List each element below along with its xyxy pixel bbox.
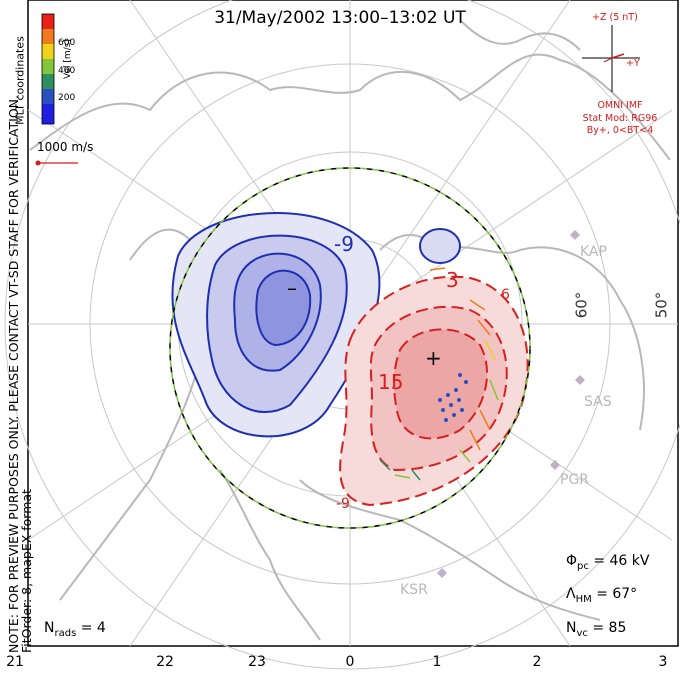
radar-label-pgr: PGR <box>560 472 590 488</box>
colorbar-label: Vel [m/s] <box>62 39 73 79</box>
radar-label-kap: KAP <box>580 244 607 260</box>
imf-y-label: +Y <box>626 58 640 69</box>
coordinate-label: MLT coordinates <box>13 36 27 125</box>
hm-latitude: ΛHM = 67° <box>566 586 638 605</box>
plot-frame <box>27 0 679 647</box>
radar-markers <box>437 230 585 578</box>
imf-source: OMNI IMF <box>597 100 643 111</box>
colorbar-tick-400: 400 <box>58 66 76 76</box>
imf-z-label: +Z (5 nT) <box>592 12 638 23</box>
contour-label-3: 3 <box>446 268 459 292</box>
contour-label-15: 15 <box>378 370 404 394</box>
contour-label-neg: -9 <box>334 232 354 256</box>
latitude-label-50: 50° <box>652 291 671 319</box>
mlt-tick-3: 3 <box>658 654 668 670</box>
mlt-tick-21: 21 <box>6 654 24 670</box>
colorbar-tick-600: 600 <box>58 38 76 48</box>
contour-label-bottom: -9 <box>336 496 350 512</box>
velocity-dots <box>438 373 468 422</box>
radar-label-sas: SAS <box>584 394 612 410</box>
mlt-tick-1: 1 <box>432 654 442 670</box>
hm-boundary-green <box>169 167 531 529</box>
potential-cells <box>171 212 529 507</box>
imf-dial <box>582 25 640 92</box>
mlt-tick-0: 0 <box>345 654 355 670</box>
imf-condition: By+, 0<BT<4 <box>586 125 654 136</box>
mlt-tick-2: 2 <box>532 654 542 670</box>
mlt-tick-22: 22 <box>156 654 174 670</box>
cross-polar-potential: Φpc = 46 kV <box>566 553 650 572</box>
velocity-colorbar <box>41 13 55 125</box>
potential-maximum-marker: + <box>425 346 442 370</box>
colorbar-tick-200: 200 <box>58 93 76 103</box>
reference-vector-label: 1000 m/s <box>37 140 94 154</box>
latitude-label-60: 60° <box>572 291 591 319</box>
reference-vector <box>35 160 78 166</box>
radar-count: Nrads = 4 <box>44 620 106 639</box>
imf-model: Stat Mod: RG96 <box>582 113 658 124</box>
vector-count: Nvc = 85 <box>566 620 627 639</box>
map-title: 31/May/2002 13:00–13:02 UT <box>214 8 466 28</box>
potential-minimum-marker: – <box>287 276 297 300</box>
velocity-vectors <box>379 267 499 481</box>
mlt-tick-23: 23 <box>248 654 266 670</box>
contour-label-6: 6 <box>501 287 510 303</box>
radar-label-ksr: KSR <box>400 582 428 598</box>
